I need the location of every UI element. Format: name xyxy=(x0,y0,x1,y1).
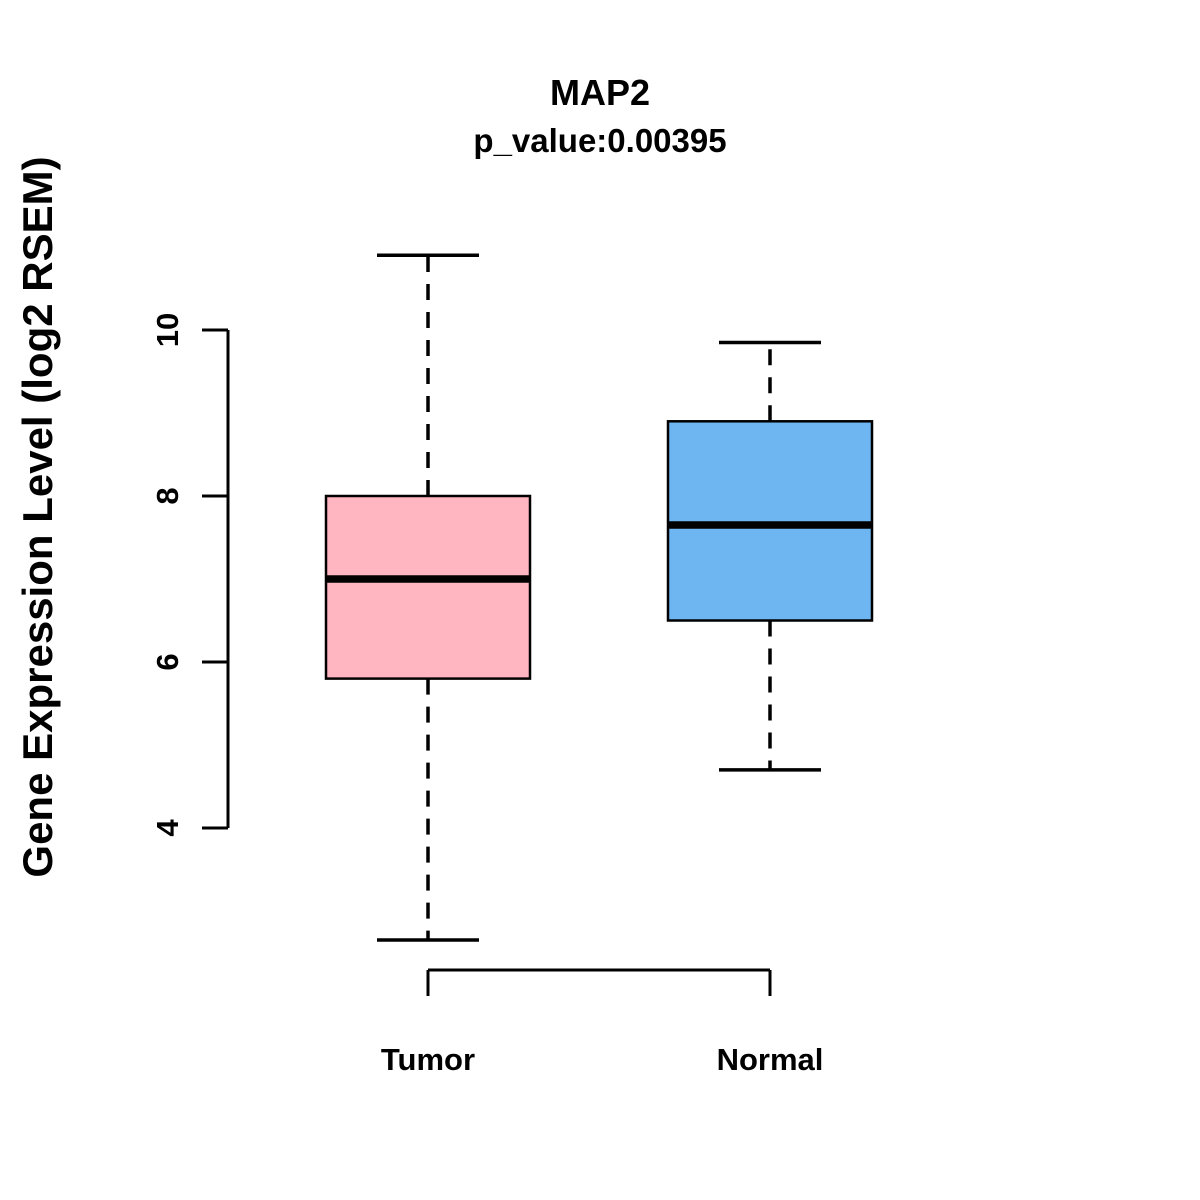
box-tumor xyxy=(324,494,532,680)
y-tick-label: 10 xyxy=(150,313,185,347)
y-tick-label: 4 xyxy=(150,819,185,837)
y-tick-label: 6 xyxy=(150,653,185,670)
box-normal xyxy=(666,420,874,622)
x-tick-label: Normal xyxy=(717,1042,824,1077)
chart-title: MAP2 xyxy=(549,72,651,113)
chart-subtitle: p_value:0.00395 xyxy=(473,122,727,159)
y-tick-label: 8 xyxy=(150,487,185,504)
x-tick-label: Tumor xyxy=(381,1042,475,1077)
